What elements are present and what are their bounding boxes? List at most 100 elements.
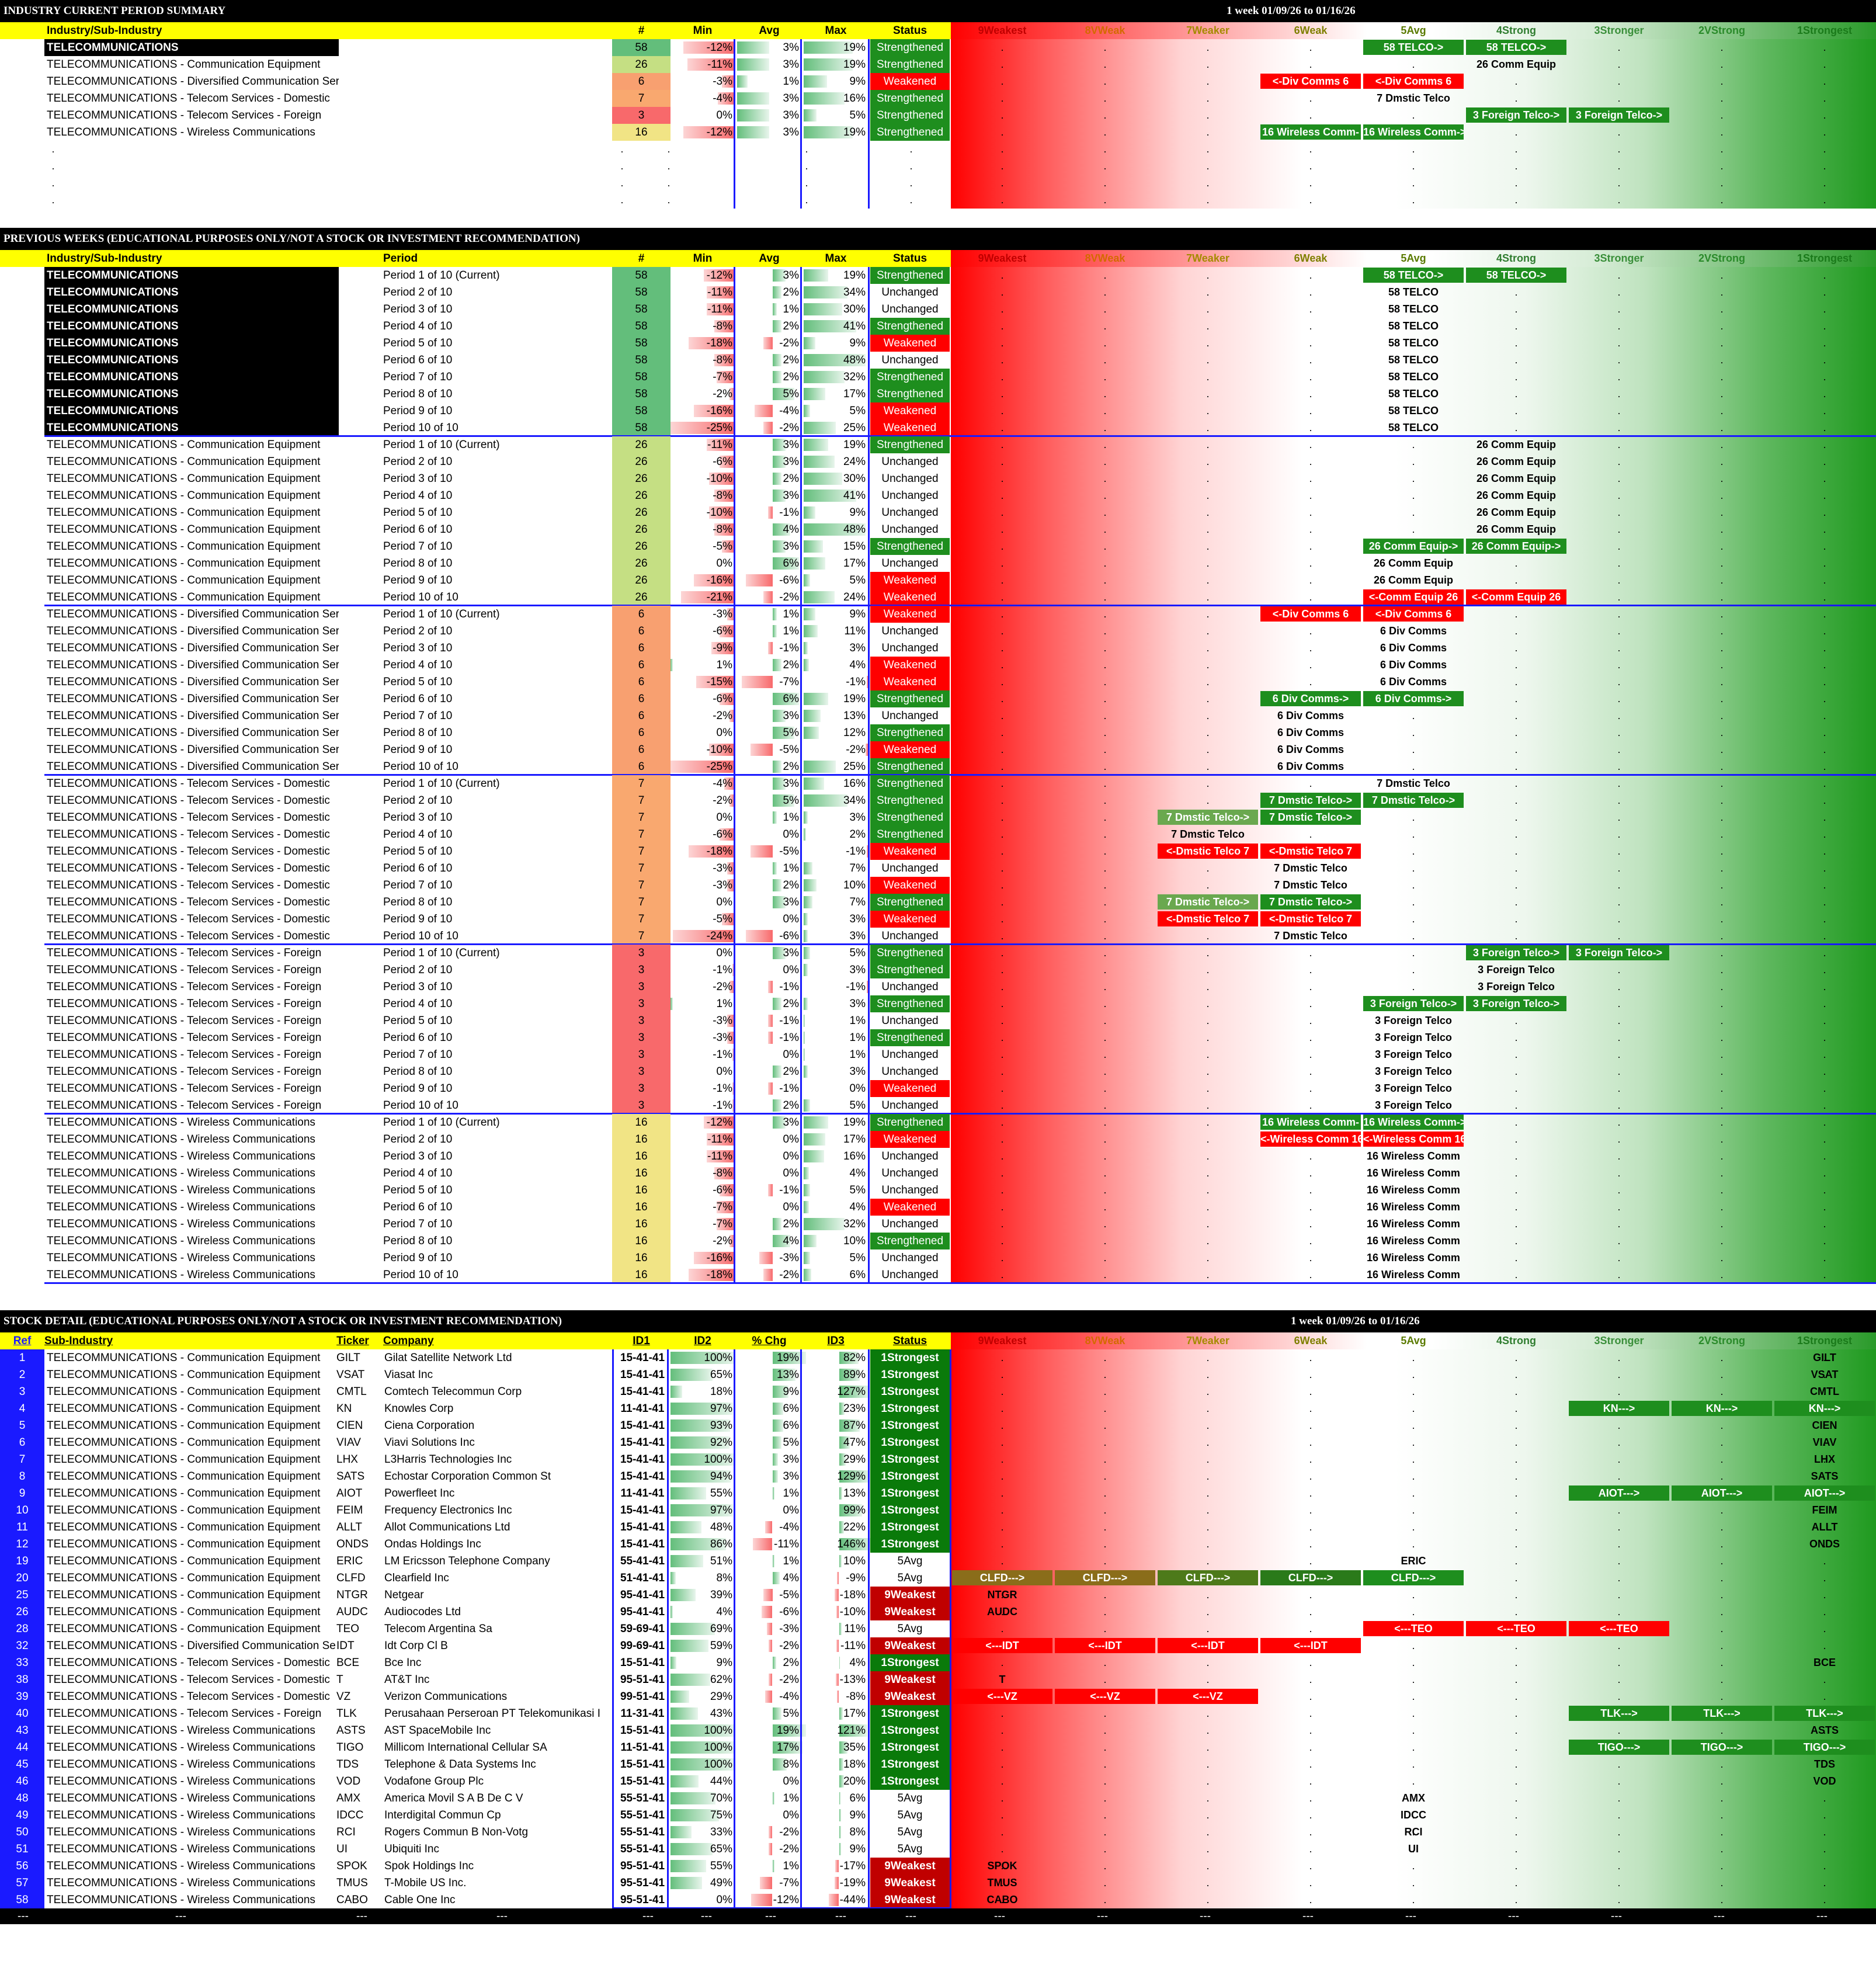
avg-bar [750,744,773,756]
count-cell: 3 [612,1080,671,1097]
stock-row[interactable]: 26 TELECOMMUNICATIONS - Communication Equ… [0,1603,1876,1620]
stock-row[interactable]: 12 TELECOMMUNICATIONS - Communication Equ… [0,1536,1876,1553]
stock-row[interactable]: 20 TELECOMMUNICATIONS - Communication Equ… [0,1570,1876,1587]
period-scale-dot: . [1206,574,1210,586]
period-scale-dot: . [1206,320,1210,332]
stock-row[interactable]: 57 TELECOMMUNICATIONS - Wireless Communic… [0,1875,1876,1891]
period-scale-dot: . [1720,1133,1724,1145]
period-scale-dot: . [1309,930,1312,942]
id2-value: 39% [710,1589,732,1601]
chg-value: -3% [779,1623,799,1635]
stock-scale-dot: . [1514,1843,1518,1855]
period-scale-dot: . [1309,354,1312,366]
stock-row[interactable]: 10 TELECOMMUNICATIONS - Communication Equ… [0,1502,1876,1519]
ticker: CLFD [336,1572,366,1584]
avg-bar [737,58,769,71]
empty-dot: . [620,194,624,206]
stock-row[interactable]: 33 TELECOMMUNICATIONS - Telecom Services … [0,1654,1876,1671]
period-row: TELECOMMUNICATIONS - Diversified Communi… [0,758,1876,775]
scale-marker: <---IDT [1260,1638,1361,1653]
stock-row[interactable]: 58 TELECOMMUNICATIONS - Wireless Communic… [0,1891,1876,1908]
stock-row[interactable]: 25 TELECOMMUNICATIONS - Communication Equ… [0,1587,1876,1603]
id3-bar [836,1640,839,1652]
stock-row[interactable]: 1 TELECOMMUNICATIONS - Communication Equi… [0,1349,1876,1366]
stock-row[interactable]: 43 TELECOMMUNICATIONS - Wireless Communic… [0,1722,1876,1739]
scale-marker: 58 TELCO [1388,354,1439,366]
sub-industry: TELECOMMUNICATIONS - Wireless Communicat… [47,1894,315,1906]
stock-row[interactable]: 11 TELECOMMUNICATIONS - Communication Equ… [0,1519,1876,1536]
industry-name: TELECOMMUNICATIONS - Telecom Services - … [47,778,330,790]
id2-value: 44% [710,1775,732,1787]
stock-row[interactable]: 56 TELECOMMUNICATIONS - Wireless Communic… [0,1858,1876,1875]
col-header-subindustry: Sub-Industry [44,1335,113,1347]
industry-name: TELECOMMUNICATIONS - Communication Equip… [47,439,321,451]
stock-row[interactable]: 19 TELECOMMUNICATIONS - Communication Equ… [0,1553,1876,1570]
period-scale-dot: . [1000,1116,1004,1128]
id1-value: 15-41-41 [620,1470,665,1483]
stock-row[interactable]: 9 TELECOMMUNICATIONS - Communication Equi… [0,1485,1876,1502]
stock-row[interactable]: 48 TELECOMMUNICATIONS - Wireless Communic… [0,1790,1876,1807]
min-value: -12% [706,41,732,54]
stock-row[interactable]: 5 TELECOMMUNICATIONS - Communication Equi… [0,1417,1876,1434]
period-scale-dot: . [1514,473,1518,484]
stock-row[interactable]: 3 TELECOMMUNICATIONS - Communication Equi… [0,1383,1876,1400]
stock-row[interactable]: 49 TELECOMMUNICATIONS - Wireless Communic… [0,1807,1876,1824]
stock-row[interactable]: 39 TELECOMMUNICATIONS - Telecom Services … [0,1688,1876,1705]
count-cell: 6 [612,640,671,657]
scale-header-3Stronger: 3Stronger [1594,25,1644,36]
stock-row[interactable]: 7 TELECOMMUNICATIONS - Communication Equi… [0,1451,1876,1468]
stock-scale-dot: . [1000,1504,1004,1516]
avg-value: 3% [783,1116,799,1129]
period-scale-dot: . [1206,303,1210,315]
stock-row[interactable]: 4 TELECOMMUNICATIONS - Communication Equi… [0,1400,1876,1417]
stock-row[interactable]: 45 TELECOMMUNICATIONS - Wireless Communic… [0,1756,1876,1773]
stock-scale-dot: . [1720,1674,1724,1685]
stock-row[interactable]: 6 TELECOMMUNICATIONS - Communication Equi… [0,1434,1876,1451]
max-bar [804,456,835,468]
ref-number: 19 [0,1553,44,1570]
id2-value: 70% [710,1792,732,1804]
period-scale-dot: . [1823,862,1826,874]
stock-scale-dot: . [1206,1860,1210,1872]
summary-row: TELECOMMUNICATIONS - Telecom Services - … [0,90,1876,107]
summary-scale-dot: . [1617,92,1621,104]
period-scale-dot: . [1617,371,1621,383]
stock-row[interactable]: 8 TELECOMMUNICATIONS - Communication Equi… [0,1468,1876,1485]
max-bar [804,659,809,671]
min-bar [693,1252,735,1264]
status-cell: Weakened [870,572,950,589]
period-scale-dot: . [1720,456,1724,467]
stock-row[interactable]: 50 TELECOMMUNICATIONS - Wireless Communic… [0,1824,1876,1841]
stock-row[interactable]: 44 TELECOMMUNICATIONS - Wireless Communic… [0,1739,1876,1756]
status-cell: 1Strongest [870,1366,950,1383]
stock-row[interactable]: 28 TELECOMMUNICATIONS - Communication Equ… [0,1620,1876,1637]
period-scale-dot: . [1103,1099,1107,1111]
period-scale-dot: . [1823,557,1826,569]
ticker: CMTL [336,1386,367,1398]
period-scale-dot: . [1617,1184,1621,1196]
min-bar [671,422,735,434]
period-scale-dot: . [1206,1032,1210,1043]
industry-name: TELECOMMUNICATIONS - Telecom Services - … [47,794,330,807]
stock-row[interactable]: 32 TELECOMMUNICATIONS - Diversified Commu… [0,1637,1876,1654]
stock-scale-dot: . [1206,1436,1210,1448]
id2-value: 86% [710,1538,732,1550]
count-cell: 6 [612,657,671,674]
min-value: -10% [706,744,732,756]
id3-value: 47% [843,1436,866,1449]
scale-marker: 7 Dmstic Telco-> [1158,894,1258,910]
max-value: 19% [843,439,866,451]
stock-row[interactable]: 40 TELECOMMUNICATIONS - Telecom Services … [0,1705,1876,1722]
stock-row[interactable]: 46 TELECOMMUNICATIONS - Wireless Communic… [0,1773,1876,1790]
period-scale-dot: . [1720,862,1724,874]
stock-row[interactable]: 51 TELECOMMUNICATIONS - Wireless Communic… [0,1841,1876,1858]
scale-marker: 3 Foreign Telco-> [1466,945,1566,960]
status-cell: 9Weakest [870,1891,950,1908]
period-scale-dot: . [1206,930,1210,942]
stock-scale-dot: . [1309,1657,1312,1668]
max-value: 17% [843,1133,866,1146]
stock-row[interactable]: 38 TELECOMMUNICATIONS - Telecom Services … [0,1671,1876,1688]
stock-scale-dot: . [1823,1640,1826,1651]
industry-name: TELECOMMUNICATIONS [44,402,339,419]
stock-row[interactable]: 2 TELECOMMUNICATIONS - Communication Equi… [0,1366,1876,1383]
